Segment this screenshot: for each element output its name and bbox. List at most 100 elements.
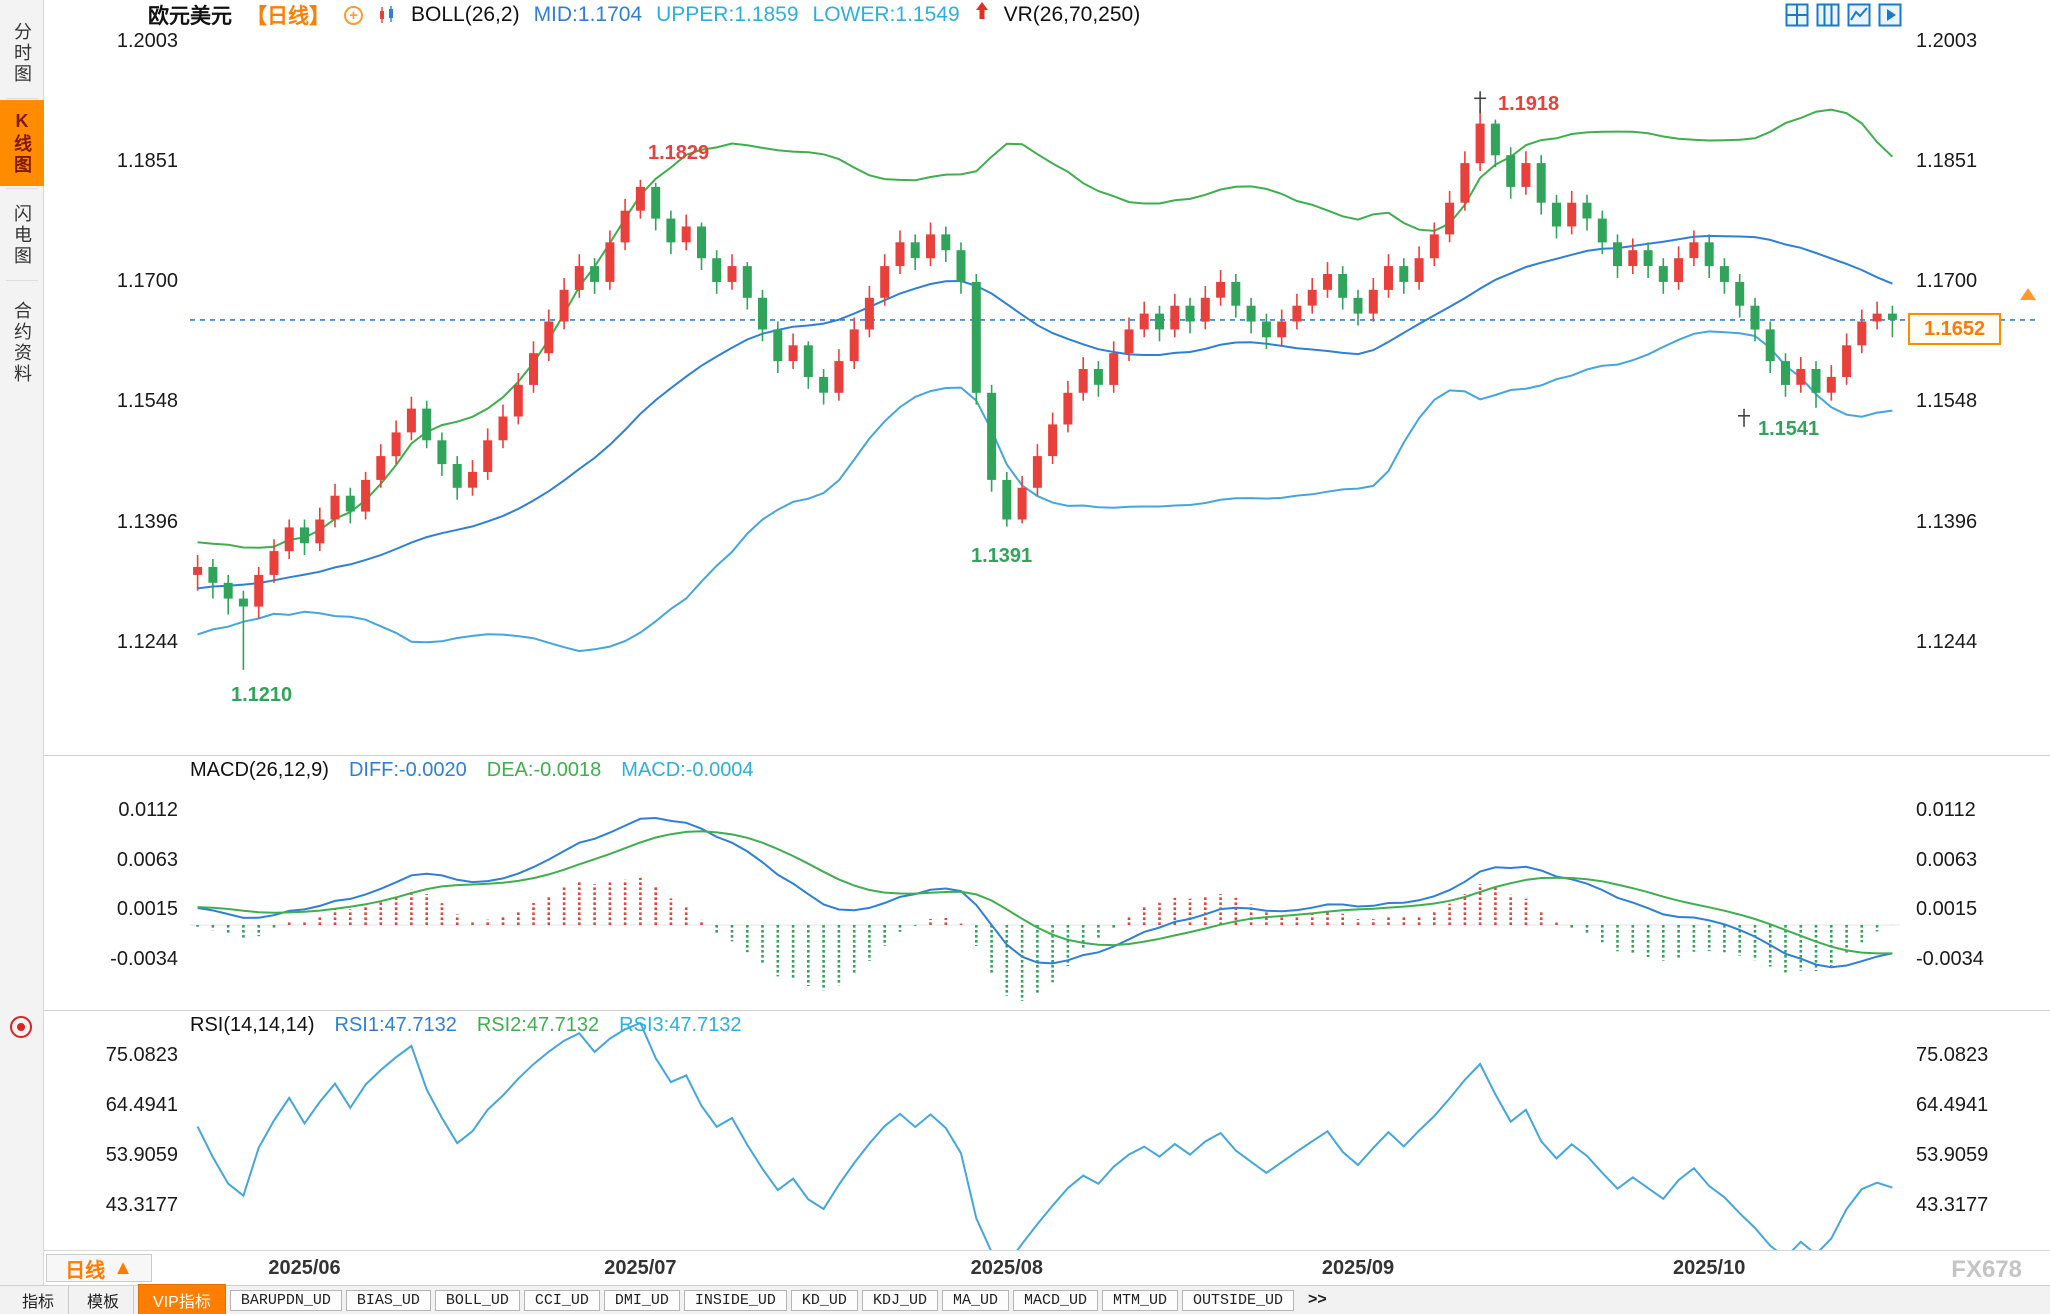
price-axis-label: 1.1851 bbox=[1916, 150, 1978, 173]
sidebar: 分时图 K线图 闪电图 合约资料 bbox=[0, 0, 44, 1285]
layout-grid-icon[interactable] bbox=[1785, 3, 1809, 27]
vr-arrow-icon bbox=[974, 1, 990, 29]
layout-chart-icon[interactable] bbox=[1847, 3, 1871, 27]
price-axis-label: 1.1700 bbox=[116, 269, 178, 292]
sidebar-item-kline[interactable]: K线图 bbox=[0, 100, 44, 186]
x-axis-label: 2025/08 bbox=[970, 1257, 1043, 1279]
boll-lower-value: LOWER:1.1549 bbox=[812, 3, 960, 26]
annotation-low-1: 1.1210 bbox=[231, 684, 293, 706]
rsi-axis-label: 53.9059 bbox=[1916, 1144, 1989, 1166]
macd-diff-value: DIFF:-0.0020 bbox=[348, 759, 467, 781]
vr-label: VR(26,70,250) bbox=[1003, 3, 1141, 26]
macd-axis-label: 0.0063 bbox=[116, 848, 178, 871]
period-selector[interactable]: 日线 ▲ bbox=[46, 1254, 152, 1282]
price-axis-label: 1.2003 bbox=[1916, 30, 1978, 52]
chevron-up-icon: ▲ bbox=[113, 1256, 133, 1279]
x-axis-label: 2025/09 bbox=[1321, 1257, 1395, 1279]
chart-header: 欧元美元 【日线】 + BOLL(26,2) MID:1.1704 UPPER:… bbox=[44, 0, 2050, 30]
toolbar-item-cci-ud[interactable]: CCI_UD bbox=[523, 1289, 600, 1311]
macd-axis-label: 0.0112 bbox=[118, 798, 178, 821]
main-area: 欧元美元 【日线】 + BOLL(26,2) MID:1.1704 UPPER:… bbox=[44, 0, 2050, 1314]
macd-axis-label: -0.0034 bbox=[110, 947, 178, 970]
watermark: FX678 bbox=[1951, 1256, 2022, 1283]
macd-dea-value: DEA:-0.0018 bbox=[486, 759, 602, 781]
price-axis-label: 1.1396 bbox=[116, 510, 178, 533]
layout-next-icon[interactable] bbox=[1878, 3, 1902, 27]
rsi-axis-label: 43.3177 bbox=[1916, 1193, 1989, 1216]
toolbar-item-vip-indicators[interactable]: VIP指标 bbox=[138, 1284, 226, 1314]
indicator-target-icon[interactable] bbox=[10, 1016, 32, 1038]
price-axis-label: 1.1396 bbox=[1916, 510, 1978, 533]
toolbar-item-mtm-ud[interactable]: MTM_UD bbox=[1101, 1289, 1178, 1311]
toolbar-item-ma-ud[interactable]: MA_UD bbox=[941, 1289, 1009, 1311]
price-chart-canvas[interactable] bbox=[44, 30, 2050, 1250]
annotation-high-1: 1.1829 bbox=[648, 142, 710, 164]
last-price-arrow-icon bbox=[2020, 288, 2036, 300]
price-axis-label: 1.1851 bbox=[116, 150, 178, 173]
toolbar-item-kdj-ud[interactable]: KDJ_UD bbox=[861, 1289, 938, 1311]
rsi1-value: RSI1:47.7132 bbox=[334, 1014, 457, 1036]
candlestick-mini-icon bbox=[377, 5, 397, 25]
macd-label: MACD(26,12,9) bbox=[190, 759, 329, 781]
macd-axis-label: 0.0112 bbox=[1916, 798, 1976, 821]
macd-axis-label: 0.0063 bbox=[1916, 848, 1978, 871]
boll-upper-value: UPPER:1.1859 bbox=[656, 3, 799, 26]
sidebar-item-lightning[interactable]: 闪电图 bbox=[12, 203, 32, 267]
price-axis-label: 1.1244 bbox=[116, 630, 178, 653]
sidebar-divider bbox=[6, 188, 38, 189]
chart-region[interactable]: 1.2003 1.2003 1.1851 1.1851 1.1700 1.1700 1.15… bbox=[44, 30, 2050, 1250]
annotation-low-3: 1.1541 bbox=[1758, 418, 1820, 440]
annotation-low-2: 1.1391 bbox=[971, 545, 1033, 567]
macd-macd-value: MACD:-0.0004 bbox=[621, 759, 754, 781]
toolbar-item-indicators[interactable]: 指标 bbox=[8, 1286, 70, 1314]
toolbar-item-dmi-ud[interactable]: DMI_UD bbox=[603, 1289, 680, 1311]
layout-columns-icon[interactable] bbox=[1816, 3, 1840, 27]
x-axis-label: 2025/06 bbox=[268, 1257, 341, 1279]
sidebar-item-timeshare[interactable]: 分时图 bbox=[12, 21, 32, 85]
price-axis-label: 1.1700 bbox=[1916, 269, 1978, 292]
annotation-high-2: 1.1918 bbox=[1498, 93, 1560, 115]
layout-icon-group bbox=[1785, 3, 1902, 27]
toolbar-item-outside-ud[interactable]: OUTSIDE_UD bbox=[1182, 1289, 1295, 1311]
x-axis-label: 2025/07 bbox=[604, 1257, 677, 1279]
toolbar-item-templates[interactable]: 模板 bbox=[73, 1286, 135, 1314]
add-indicator-icon[interactable]: + bbox=[344, 5, 363, 25]
toolbar-item-boll-ud[interactable]: BOLL_UD bbox=[434, 1289, 520, 1311]
boll-label: BOLL(26,2) bbox=[411, 3, 520, 26]
toolbar-item-more[interactable]: >> bbox=[1308, 1291, 1327, 1308]
rsi-axis-label: 64.4941 bbox=[105, 1094, 178, 1116]
last-price-tag: 1.1652 bbox=[1908, 313, 2002, 345]
price-axis-label: 1.1244 bbox=[1916, 630, 1978, 653]
rsi-axis-label: 53.9059 bbox=[105, 1144, 178, 1166]
macd-axis-label: 0.0015 bbox=[116, 897, 178, 920]
macd-axis-label: 0.0015 bbox=[1916, 897, 1978, 920]
rsi-axis-label: 75.0823 bbox=[105, 1044, 178, 1066]
period-tag: 【日线】 bbox=[246, 5, 330, 28]
rsi-axis-label: 64.4941 bbox=[1916, 1094, 1989, 1116]
price-axis-label: 1.2003 bbox=[116, 30, 178, 52]
boll-mid-value: MID:1.1704 bbox=[533, 3, 643, 26]
indicator-toolbar: 指标 模板 VIP指标 BARUPDN_UD BIAS_UD BOLL_UD CCI_UD D… bbox=[0, 1284, 2050, 1314]
macd-axis-label: -0.0034 bbox=[1916, 947, 1984, 970]
sidebar-item-contract-info[interactable]: 合约资料 bbox=[12, 301, 32, 385]
toolbar-item-macd-ud[interactable]: MACD_UD bbox=[1012, 1289, 1098, 1311]
symbol-label: 欧元美元 bbox=[148, 5, 232, 28]
sidebar-divider bbox=[6, 98, 38, 99]
macd-header: MACD(26,12,9) DIFF:-0.0020 DEA:-0.0018 M… bbox=[190, 759, 754, 782]
sidebar-divider bbox=[6, 280, 38, 281]
toolbar-item-bias-ud[interactable]: BIAS_UD bbox=[345, 1289, 431, 1311]
price-axis-label: 1.1548 bbox=[116, 390, 178, 413]
toolbar-item-inside-ud[interactable]: INSIDE_UD bbox=[683, 1289, 787, 1311]
rsi2-value: RSI2:47.7132 bbox=[476, 1014, 600, 1036]
rsi-axis-label: 43.3177 bbox=[105, 1193, 178, 1216]
toolbar-item-kd-ud[interactable]: KD_UD bbox=[790, 1289, 858, 1311]
rsi-label: RSI(14,14,14) bbox=[190, 1014, 315, 1036]
rsi-header: RSI(14,14,14) RSI1:47.7132 RSI2:47.7132 … bbox=[190, 1014, 742, 1037]
rsi3-value: RSI3:47.7132 bbox=[619, 1014, 742, 1036]
x-axis-row: 日线 ▲ 2025/06 2025/07 2025/08 2025/09 2025/10… bbox=[44, 1250, 2050, 1285]
price-axis-label: 1.1548 bbox=[1916, 390, 1978, 413]
x-axis-label: 2025/10 bbox=[1673, 1257, 1746, 1279]
toolbar-item-barupdn-ud[interactable]: BARUPDN_UD bbox=[229, 1289, 342, 1311]
rsi-axis-label: 75.0823 bbox=[1916, 1044, 1989, 1066]
